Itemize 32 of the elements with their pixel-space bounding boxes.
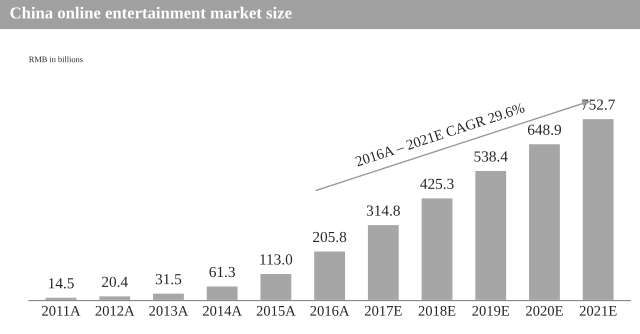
x-tick-label: 2016A [310,306,350,316]
data-label: 314.8 [366,205,400,216]
x-tick-label: 2015A [256,306,296,316]
data-label: 61.3 [209,266,235,278]
data-label: 14.5 [49,278,74,288]
bar [259,272,293,301]
bar [312,250,346,301]
x-tick-label: 2013A [149,306,188,316]
bar [366,224,400,301]
x-tick-label: 2017E [364,306,402,316]
x-tick-label: 2020E [526,306,563,316]
bar [474,170,508,301]
bar [152,292,186,301]
chart-title: China online entertainment market size [10,6,292,19]
data-label: 20.4 [102,276,128,288]
data-label: 205.8 [313,232,346,242]
data-label: 425.3 [420,178,454,190]
data-label: 31.5 [156,274,182,284]
text: RMB in billions [29,56,83,62]
bar [420,196,454,301]
bar [528,142,562,301]
data-label: 113.0 [260,254,292,265]
x-tick-label: 2021E [580,306,616,316]
x-tick-label: 2011A [42,306,80,316]
x-tick-label: 2018E [418,306,456,316]
data-label: 648.9 [528,124,562,135]
x-tick-label: 2012A [96,306,134,316]
x-tick-label: 2014A [202,306,242,316]
bar [205,285,239,301]
data-label: 538.4 [474,151,508,162]
x-tick-label: 2019E [472,306,510,316]
bar [581,118,615,301]
